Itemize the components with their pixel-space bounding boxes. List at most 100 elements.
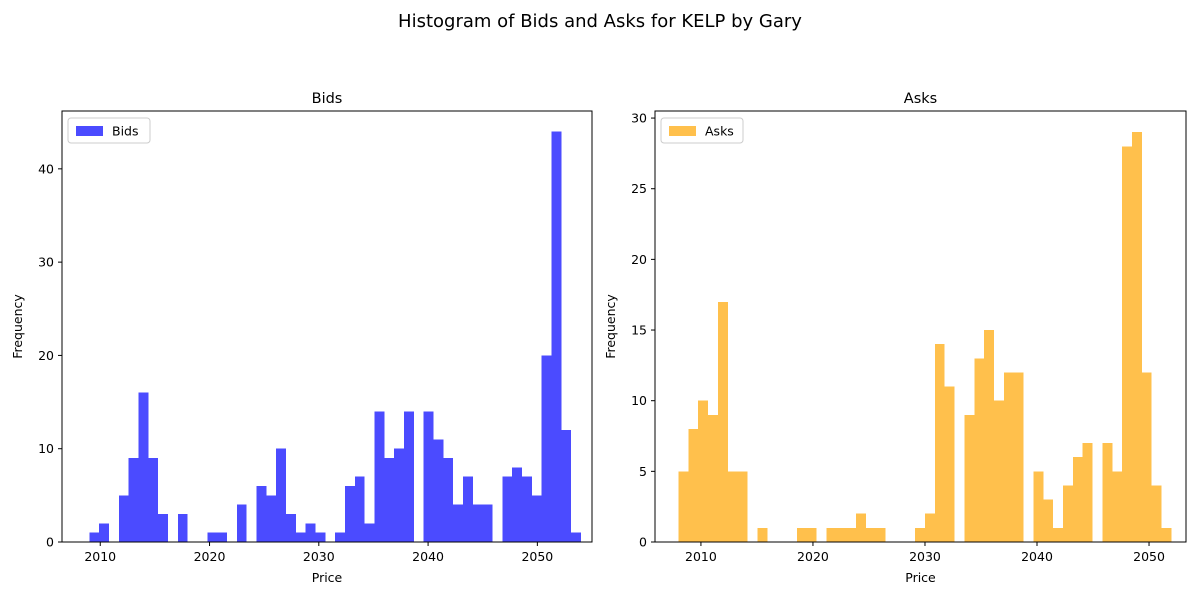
asks-y-tick-label: 10	[631, 393, 647, 408]
asks-legend-label: Asks	[705, 124, 734, 139]
bids-bar	[236, 504, 247, 542]
asks-y-tick-label: 0	[639, 535, 647, 550]
asks-bar	[974, 358, 985, 542]
bids-bar	[472, 504, 483, 542]
asks-bar	[1102, 443, 1113, 542]
bids-bar	[522, 476, 532, 542]
bids-x-tick-label: 2050	[521, 549, 553, 564]
asks-bar	[934, 344, 945, 542]
asks-bar	[688, 428, 699, 542]
bids-bar	[148, 458, 159, 542]
bids-subplot: 2010 2020 2030 2040 2050010203040BidsPriceFr…	[10, 91, 593, 585]
bids-bar	[531, 495, 542, 542]
asks-bar	[836, 527, 847, 542]
asks-bar	[984, 330, 994, 542]
asks-bar	[796, 527, 807, 542]
asks-bar	[993, 400, 1004, 542]
bids-bar	[512, 467, 523, 542]
figure-suptitle: Histogram of Bids and Asks for KELP by G…	[398, 11, 802, 32]
bids-bar	[364, 523, 375, 542]
asks-x-tick-label: 2040	[1021, 549, 1053, 564]
bids-bar	[354, 476, 365, 542]
asks-bar	[1122, 146, 1133, 542]
bids-bar	[541, 355, 552, 542]
asks-y-tick-label: 15	[631, 323, 647, 338]
bids-bar	[463, 476, 473, 542]
asks-bar	[855, 513, 866, 542]
asks-bar	[698, 400, 709, 542]
asks-bar	[1072, 457, 1083, 542]
asks-x-tick-label: 2010	[685, 549, 717, 564]
bids-legend-label: Bids	[112, 124, 139, 139]
bids-bar	[177, 514, 188, 542]
bids-bar	[266, 495, 277, 542]
bids-bar	[128, 458, 139, 542]
bids-y-tick-label: 20	[38, 348, 54, 363]
bids-bar	[99, 523, 109, 542]
bids-bar	[335, 532, 346, 542]
bids-bar	[295, 532, 306, 542]
bids-bar	[394, 448, 405, 542]
bids-y-axis-label: Frequency	[10, 294, 25, 359]
bids-bar	[345, 486, 355, 542]
bids-bar	[433, 439, 444, 542]
asks-y-tick-label: 25	[631, 181, 647, 196]
asks-bar	[924, 513, 935, 542]
bids-legend: Bids	[67, 117, 151, 144]
bids-bar	[217, 532, 228, 542]
asks-bar	[1063, 485, 1073, 542]
bids-bar	[453, 504, 464, 542]
bids-bar	[551, 131, 562, 542]
asks-bar	[1132, 132, 1142, 542]
bids-y-tick-label: 40	[38, 161, 54, 176]
asks-bar	[737, 471, 748, 542]
bids-bar	[207, 532, 218, 542]
asks-bar	[915, 527, 925, 542]
asks-bar	[1082, 443, 1093, 542]
asks-axes-frame	[654, 110, 1187, 543]
asks-bar	[1161, 527, 1172, 542]
bids-x-tick-label: 2010	[84, 549, 116, 564]
asks-subplot: 2010 2020 2030 2040 2050 0 5 10 15 20 25 30 Asks Pric…	[603, 91, 1187, 585]
asks-bar	[1043, 499, 1054, 542]
bids-bar	[502, 476, 513, 542]
asks-bar	[708, 414, 718, 542]
bids-y-tick-label: 30	[38, 255, 54, 270]
bids-axes-frame	[61, 110, 593, 543]
asks-bar	[1151, 485, 1162, 542]
asks-y-tick-label: 5	[639, 464, 647, 479]
bids-bar	[118, 495, 129, 542]
asks-x-tick-label: 2020	[797, 549, 829, 564]
bids-y-tick-label: 0	[46, 535, 54, 550]
bids-x-tick-label: 2020	[194, 549, 226, 564]
bids-bar	[482, 504, 493, 542]
asks-bar	[1013, 372, 1024, 542]
bids-bar	[315, 532, 326, 542]
bids-legend-box	[67, 117, 151, 144]
asks-bar	[1053, 527, 1063, 542]
asks-x-axis-label: Price	[905, 570, 936, 585]
bids-bar	[374, 411, 385, 542]
asks-x-tick-label: 2030	[909, 549, 941, 564]
bids-y-tick-label: 10	[38, 441, 54, 456]
bids-subplot-title: Bids	[312, 91, 343, 107]
asks-bar	[757, 527, 768, 542]
asks-bar	[865, 527, 876, 542]
bids-bars	[89, 131, 582, 542]
bids-bar	[443, 458, 454, 542]
asks-legend-swatch	[669, 126, 696, 136]
asks-bar	[1112, 471, 1123, 542]
bids-bar	[158, 514, 168, 542]
bids-x-tick-label: 2030	[303, 549, 335, 564]
asks-bar	[727, 471, 738, 542]
asks-y-tick-label: 20	[631, 252, 647, 267]
asks-bar	[1003, 372, 1014, 542]
asks-bar	[964, 414, 975, 542]
asks-legend: Asks	[660, 117, 744, 144]
bids-bar	[404, 411, 414, 542]
bids-bar	[561, 430, 572, 542]
asks-y-axis-label: Frequency	[603, 294, 618, 359]
asks-x-tick-label: 2050	[1133, 549, 1165, 564]
asks-bar	[1141, 372, 1152, 542]
